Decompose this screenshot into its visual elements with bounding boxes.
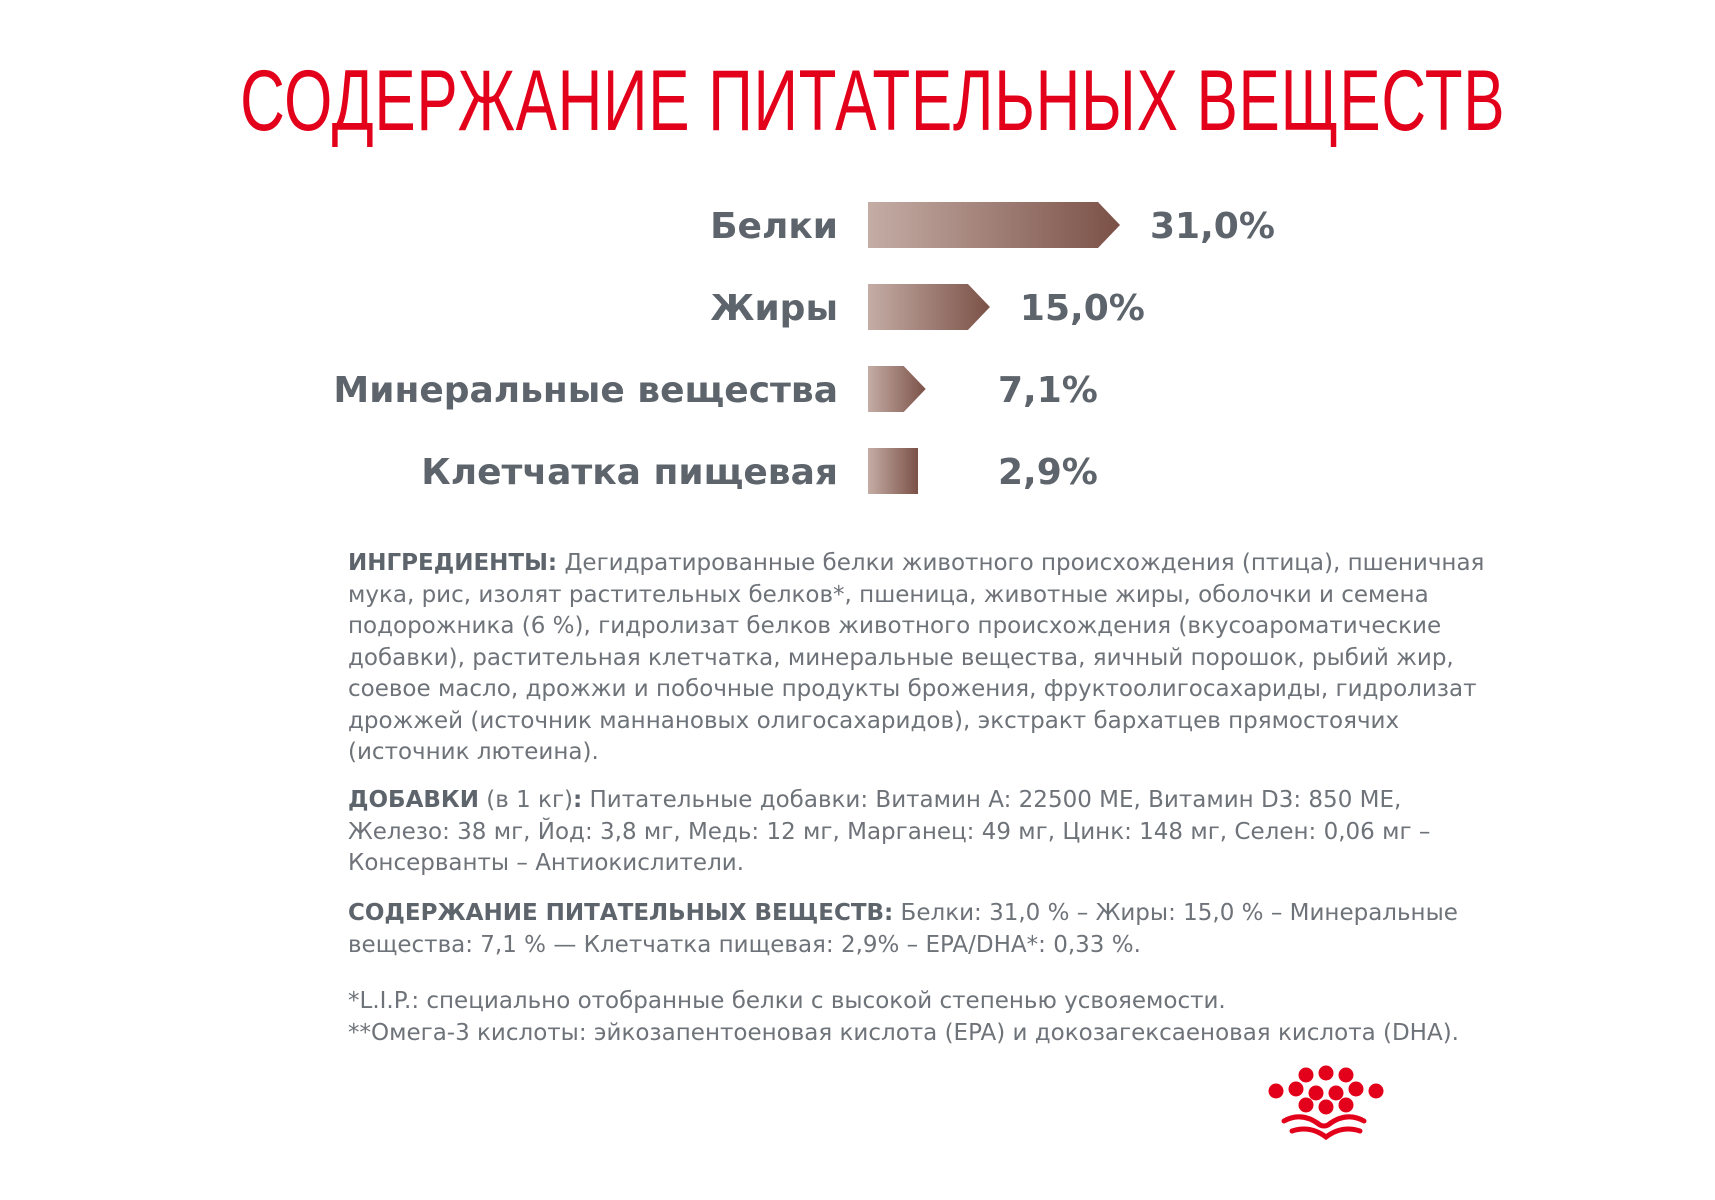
additives-body: Питательные добавки: Витамин A: 22500 МЕ… <box>348 787 1431 876</box>
ingredients-text: ИНГРЕДИЕНТЫ: Дегидратированные белки жив… <box>348 548 1488 769</box>
category-label: Минеральные вещества <box>333 370 838 411</box>
value-label: 7,1% <box>998 370 1098 411</box>
value-label: 15,0% <box>1020 288 1145 329</box>
bar-4 <box>868 448 918 494</box>
bar-1 <box>868 202 1120 248</box>
category-label: Жиры <box>710 288 838 329</box>
additives-text: ДОБАВКИ (в 1 кг): Питательные добавки: В… <box>348 785 1488 880</box>
footnote-lip: *L.I.P.: специально отобранные белки с в… <box>348 988 1226 1014</box>
ingredients-label: ИНГРЕДИЕНТЫ: <box>348 550 558 576</box>
nutrients-text: СОДЕРЖАНИЕ ПИТАТЕЛЬНЫХ ВЕЩЕСТВ: Белки: 3… <box>348 898 1488 961</box>
additives-qualifier: (в 1 кг) <box>478 787 573 813</box>
bar-3 <box>868 366 926 412</box>
additives-colon: : <box>573 787 583 813</box>
nutrients-body: Белки: 31,0 % – Жиры: 15,0 % – Минеральн… <box>348 900 1458 958</box>
ingredients-body: Дегидратированные белки животного происх… <box>348 550 1485 765</box>
value-label: 2,9% <box>998 452 1098 493</box>
footnote-omega3: **Омега-3 кислоты: эйкозапентоеновая кис… <box>348 1019 1459 1046</box>
additives-label: ДОБАВКИ <box>348 787 479 813</box>
category-label: Белки <box>710 206 838 247</box>
nutrient-bar-chart: Белки 31,0% Жиры 15,0% Минеральные вещества 7… <box>333 202 1275 494</box>
nutrients-label: СОДЕРЖАНИЕ ПИТАТЕЛЬНЫХ ВЕЩЕСТВ: <box>348 900 894 926</box>
category-label: Клетчатка пищевая <box>421 452 838 493</box>
footnotes: *L.I.P.: специально отобранные белки с в… <box>348 986 1488 1049</box>
bar-2 <box>868 284 990 330</box>
page-title: СОДЕРЖАНИЕ ПИТАТЕЛЬНЫХ ВЕЩЕСТВ <box>240 53 1506 149</box>
royal-canin-crown-icon <box>1268 1065 1384 1141</box>
value-label: 31,0% <box>1150 206 1275 247</box>
